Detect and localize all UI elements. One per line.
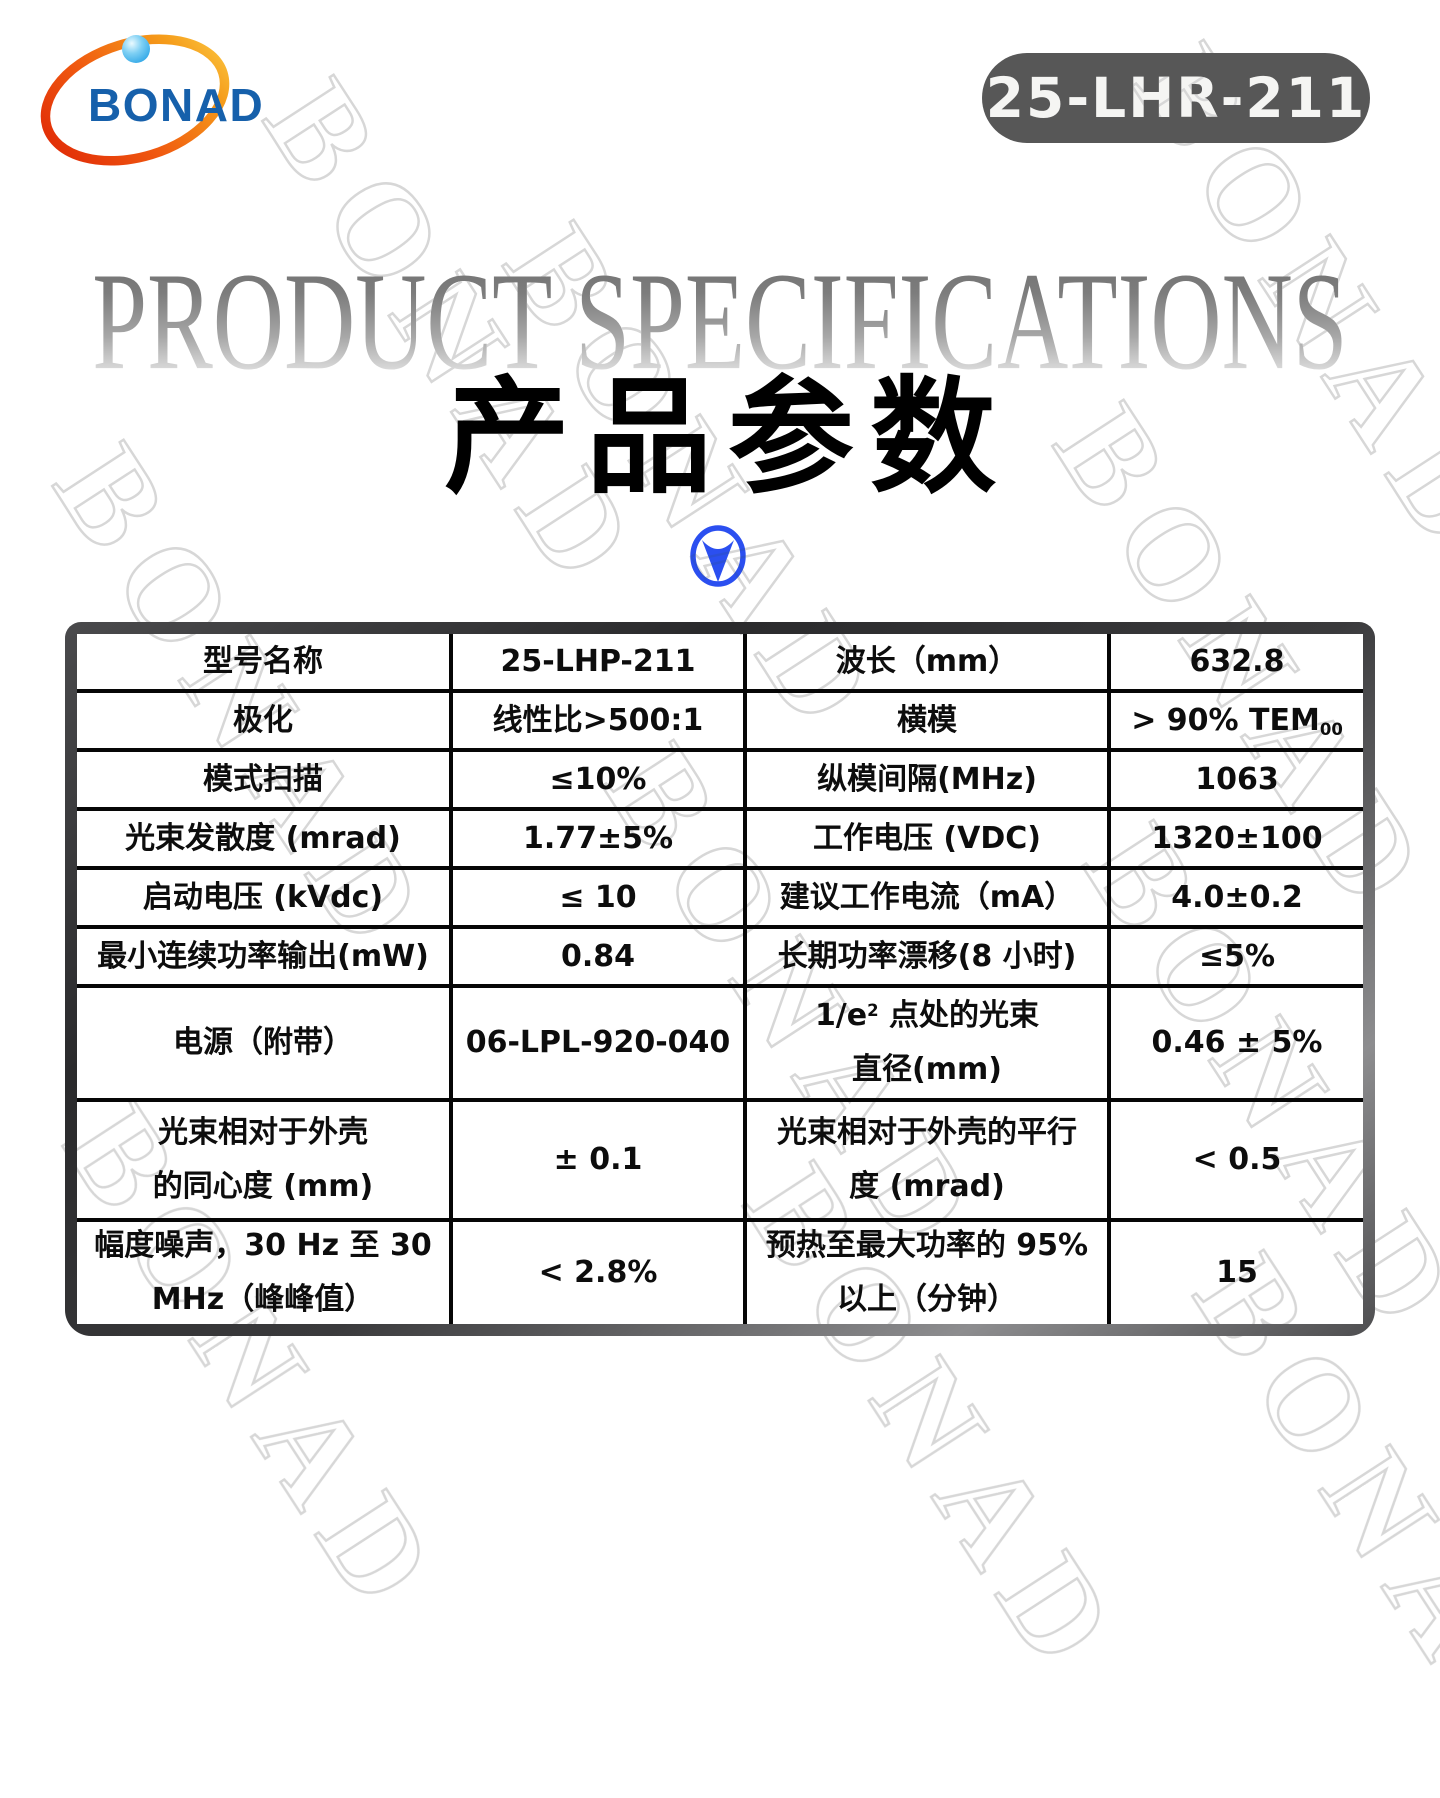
spec-value: 0.84 [453,929,743,984]
spec-label: 工作电压 (VDC) [747,811,1107,866]
model-badge: 25-LHR-211 [982,53,1370,143]
down-arrow-icon [687,524,749,590]
spec-value: 25-LHP-211 [453,634,743,689]
spec-value: 4.0±0.2 [1111,870,1363,925]
spec-label: 建议工作电流（mA） [747,870,1107,925]
title-english: PRODUCT SPECIFICATIONS [0,251,1440,391]
spec-label: 预热至最大功率的 95% 以上（分钟） [747,1222,1107,1324]
spec-label: 波长（mm） [747,634,1107,689]
logo-sphere-icon [122,35,150,63]
spec-label: 纵模间隔(MHz) [747,752,1107,807]
title-english-text: PRODUCT SPECIFICATIONS [92,244,1348,399]
spec-value: 1320±100 [1111,811,1363,866]
logo-swoosh-ellipse [40,34,230,166]
bonad-logo: BONAD [38,18,278,178]
spec-table-frame: 型号名称 25-LHP-211 波长（mm） 632.8 极化 线性比>500:… [65,622,1375,1336]
spec-label: 长期功率漂移(8 小时) [747,929,1107,984]
title-chinese: 产品参数 [444,364,1012,511]
bonad-logo-graphic: BONAD [40,34,264,166]
spec-value: ≤ 10 [453,870,743,925]
spec-label: 电源（附带） [77,988,449,1098]
spec-label: 光束相对于外壳的平行 度 (mrad) [747,1102,1107,1218]
spec-label: 光束发散度 (mrad) [77,811,449,866]
spec-label: 极化 [77,693,449,748]
spec-value: < 2.8% [453,1222,743,1324]
spec-value: < 0.5 [1111,1102,1363,1218]
e-squared-superscript: 2 [867,1000,879,1020]
spec-label: 幅度噪声，30 Hz 至 30 MHz（峰峰值） [77,1222,449,1324]
spec-value: ± 0.1 [453,1102,743,1218]
spec-label: 型号名称 [77,634,449,689]
spec-label: 最小连续功率输出(mW) [77,929,449,984]
spec-value: 06-LPL-920-040 [453,988,743,1098]
logo-text: BONAD [88,79,264,131]
tem-subscript: 00 [1319,719,1343,739]
spec-value: 632.8 [1111,634,1363,689]
spec-table: 型号名称 25-LHP-211 波长（mm） 632.8 极化 线性比>500:… [77,634,1363,1324]
spec-value: ≤5% [1111,929,1363,984]
spec-label: 光束相对于外壳 的同心度 (mm) [77,1102,449,1218]
spec-label: 启动电压 (kVdc) [77,870,449,925]
spec-value: 1063 [1111,752,1363,807]
spec-value: 1.77±5% [453,811,743,866]
spec-value: 0.46 ± 5% [1111,988,1363,1098]
spec-label: 1/e2 点处的光束 直径(mm) [747,988,1107,1098]
spec-value: > 90% TEM00 [1111,693,1363,748]
spec-value: 15 [1111,1222,1363,1324]
spec-label: 模式扫描 [77,752,449,807]
spec-value: 线性比>500:1 [453,693,743,748]
spec-value: ≤10% [453,752,743,807]
spec-label: 横模 [747,693,1107,748]
model-badge-text: 25-LHR-211 [985,66,1367,130]
